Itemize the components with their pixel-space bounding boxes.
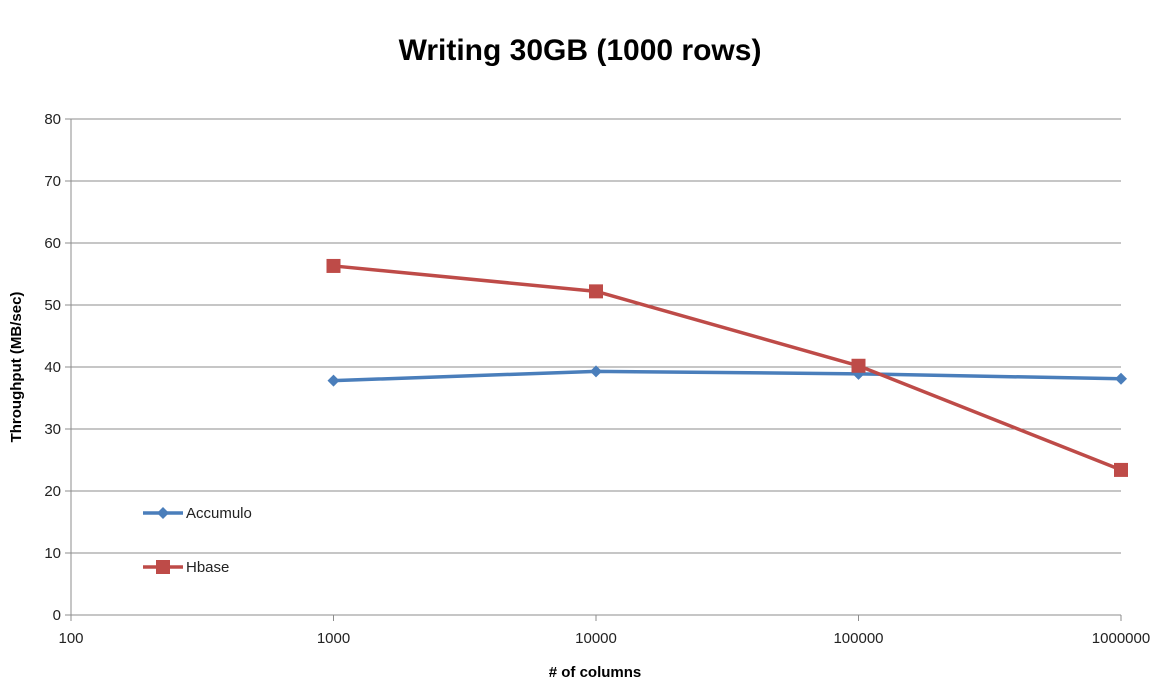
axes	[65, 118, 1122, 621]
data-point-hbase	[1114, 462, 1128, 477]
y-tick-label: 60	[44, 235, 61, 252]
data-point-accumulo	[590, 365, 602, 378]
x-tick-label: 1000	[317, 630, 350, 647]
y-tick-labels: 0 10 20 30 40 50 60 70 80	[44, 111, 61, 624]
data-point-accumulo	[327, 374, 340, 387]
chart-title: Writing 30GB (1000 rows)	[399, 34, 762, 67]
y-tick-label: 0	[53, 607, 61, 624]
legend: Accumulo Hbase	[143, 505, 252, 576]
x-axis-title: # of columns	[549, 664, 642, 681]
x-tick-label: 10000	[575, 630, 617, 647]
x-tick-label: 1000000	[1092, 630, 1150, 647]
legend-label: Hbase	[186, 559, 229, 576]
series-lines	[333, 264, 1122, 472]
y-axis-title: Throughput (MB/sec)	[8, 292, 25, 443]
y-tick-label: 70	[44, 173, 61, 190]
y-tick-label: 80	[44, 111, 61, 128]
y-tick-label: 50	[44, 297, 61, 314]
series-line-accumulo	[333, 369, 1122, 383]
data-point-accumulo	[1115, 372, 1127, 385]
gridlines	[71, 118, 1121, 554]
data-point-hbase	[326, 258, 341, 273]
data-point-hbase	[589, 284, 603, 299]
x-tick-labels: 100 1000 10000 100000 1000000	[58, 630, 1150, 647]
y-tick-label: 20	[44, 483, 61, 500]
legend-marker	[156, 560, 170, 574]
series-line-hbase	[333, 264, 1122, 472]
data-point-hbase	[851, 358, 866, 373]
x-tick-label: 100000	[833, 630, 883, 647]
legend-marker	[157, 507, 169, 519]
legend-label: Accumulo	[186, 505, 252, 522]
x-tick-label: 100	[58, 630, 83, 647]
series-markers	[326, 258, 1128, 477]
y-tick-label: 10	[44, 545, 61, 562]
y-tick-label: 40	[44, 359, 61, 376]
y-tick-label: 30	[44, 421, 61, 438]
